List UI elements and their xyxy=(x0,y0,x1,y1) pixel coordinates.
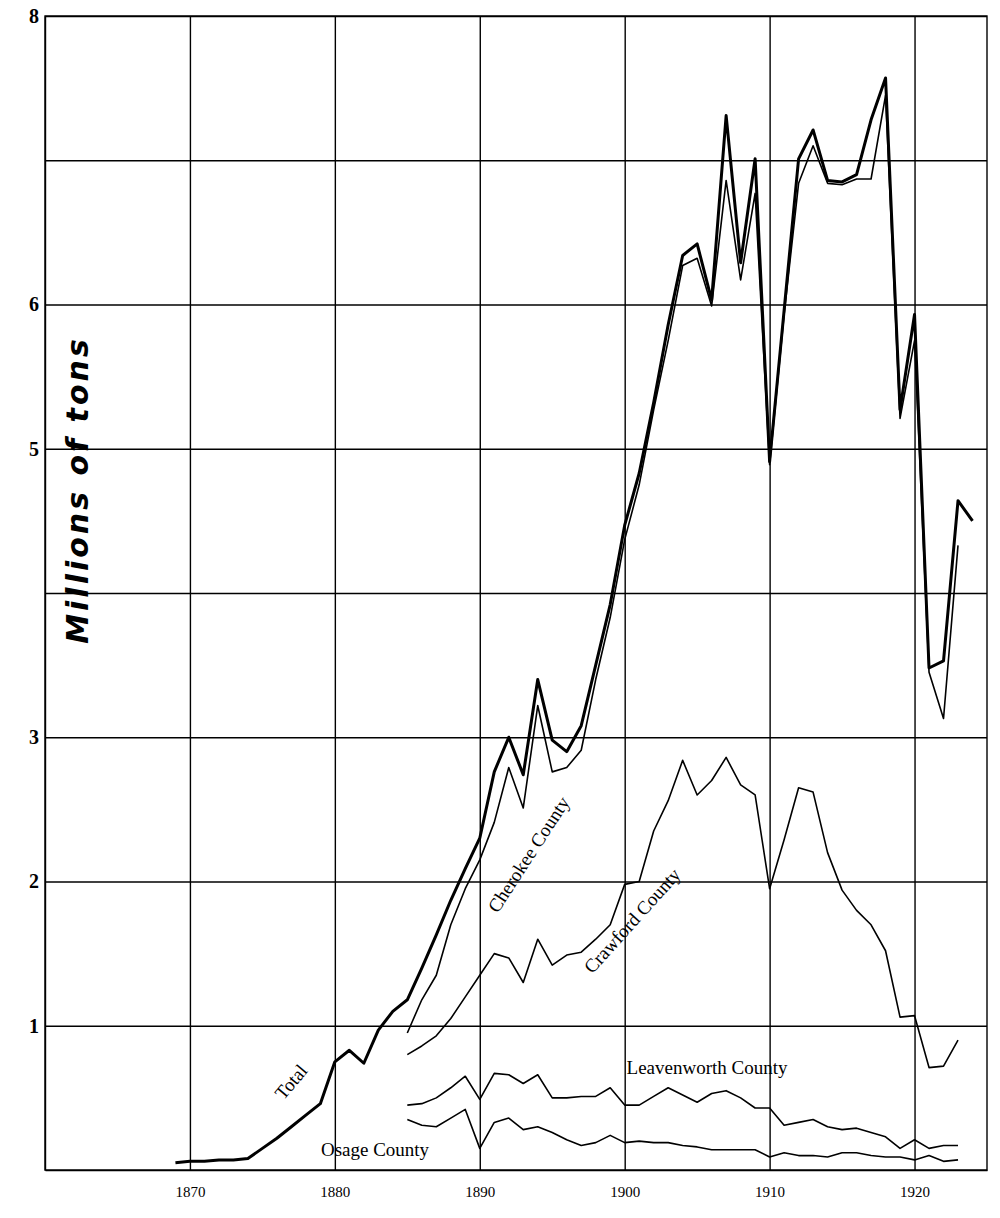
x-axis: 1870 1880 1890 1900 1910 1920 xyxy=(46,16,988,1200)
y-grid-line xyxy=(45,160,987,161)
x-grid-line xyxy=(190,16,191,1170)
x-axis-line xyxy=(46,1170,988,1171)
y-tick: 1 xyxy=(29,1015,987,1037)
y-tick xyxy=(45,160,987,161)
x-grid-line xyxy=(769,16,770,1170)
y-grid-line xyxy=(45,16,987,17)
x-tick: 1870 xyxy=(175,16,205,1200)
y-tick: 8 xyxy=(29,5,987,27)
series-line xyxy=(407,757,958,1067)
series-label: Crawford County xyxy=(580,864,685,978)
x-grid-line xyxy=(914,16,915,1170)
series-line xyxy=(407,95,958,1033)
series-label: Cherokee County xyxy=(483,792,574,916)
series-label: Total xyxy=(271,1060,312,1103)
x-tick-label: 1900 xyxy=(610,1184,640,1200)
y-tick xyxy=(45,593,987,594)
y-tick-label: 8 xyxy=(29,5,39,27)
x-tick: 1900 xyxy=(610,16,640,1200)
series-line xyxy=(407,1109,958,1161)
y-axis: 1 2 3 5 6 8 xyxy=(29,5,987,1171)
plot-frame xyxy=(45,16,987,1170)
y-grid-line xyxy=(45,304,987,305)
y-tick-label: 2 xyxy=(29,870,39,892)
chart: 1 2 3 5 6 8 1870 1880 1890 1900 1910 1920 Total Chero… xyxy=(0,0,1000,1218)
x-grid-line xyxy=(335,16,336,1170)
series-group xyxy=(175,78,972,1163)
y-grid-line xyxy=(45,1026,987,1027)
x-tick: 1910 xyxy=(755,16,785,1200)
background xyxy=(0,0,1000,1218)
x-tick: 1890 xyxy=(465,16,495,1200)
y-tick: 5 xyxy=(29,438,987,460)
y-grid-line xyxy=(45,737,987,738)
y-tick-label: 5 xyxy=(29,438,39,460)
y-axis-title: Millions of tons xyxy=(60,336,95,644)
y-tick-label: 6 xyxy=(29,293,39,315)
x-grid-line xyxy=(624,16,625,1170)
y-grid-line xyxy=(45,593,987,594)
series-line xyxy=(175,78,972,1163)
y-tick-label: 3 xyxy=(29,726,39,748)
x-tick-label: 1870 xyxy=(175,1184,205,1200)
x-tick: 1880 xyxy=(320,16,350,1200)
x-tick-label: 1910 xyxy=(755,1184,785,1200)
x-tick-label: 1880 xyxy=(320,1184,350,1200)
x-grid-line xyxy=(480,16,481,1170)
y-tick: 6 xyxy=(29,293,987,315)
x-tick-label: 1890 xyxy=(465,1184,495,1200)
y-grid-line xyxy=(45,449,987,450)
series-label: Leavenworth County xyxy=(627,1057,788,1078)
x-tick-label: 1920 xyxy=(900,1184,930,1200)
y-tick-label: 1 xyxy=(29,1015,39,1037)
plot: 1 2 3 5 6 8 1870 1880 1890 1900 1910 1920 xyxy=(29,5,988,1200)
series-label: Osage County xyxy=(321,1139,430,1160)
series-line xyxy=(407,1073,958,1148)
